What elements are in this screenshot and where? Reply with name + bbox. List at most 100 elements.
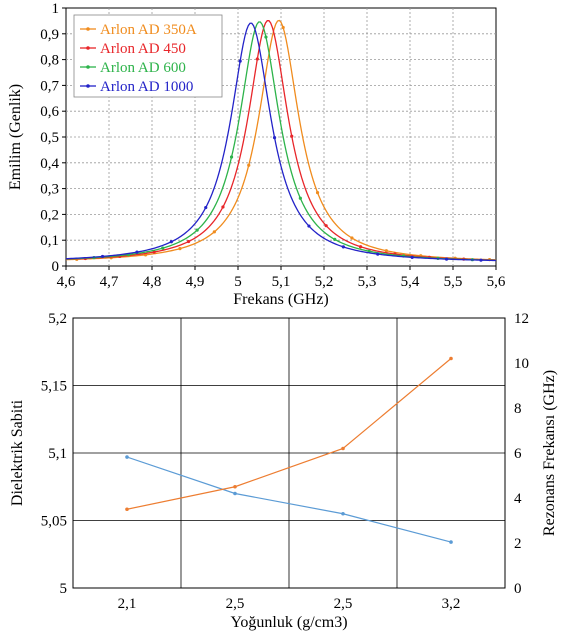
x-tick-label: 3,2 (442, 596, 461, 612)
series-point-4 (479, 258, 483, 262)
chart2-y-ticks: 5 5,05 5,1 5,15 5,2 (41, 311, 67, 597)
y-tick-label: 0,2 (40, 207, 59, 223)
series-point-2 (186, 239, 191, 244)
series-point-4 (100, 254, 105, 259)
chart2-x-ticks: 2,1 2,5 2,5 3,2 (118, 596, 461, 612)
series-point-4 (376, 252, 380, 256)
chart1-x-ticks: 4,6 4,7 4,8 4,9 5 5,1 5,2 5,3 5,4 5,5 5,6 (57, 266, 506, 290)
series-point-1 (449, 540, 453, 544)
series-point-1 (341, 511, 345, 516)
series-point-4 (272, 136, 277, 140)
x-tick-label: 2,1 (118, 596, 137, 612)
chart2-y-axis-label: Dielektrik Sabiti (9, 399, 26, 506)
y-tick-label: 5,1 (48, 446, 67, 462)
legend-label: Arlon AD 1000 (100, 79, 193, 95)
y-tick-label: 5,2 (48, 311, 67, 327)
series-line-1 (65, 19, 497, 261)
chart2-y2-ticks: 0 2 4 6 8 10 12 (514, 311, 529, 597)
chart1-series (65, 19, 497, 262)
y2-tick-label: 4 (514, 491, 522, 507)
x-tick-label: 4,7 (100, 274, 119, 290)
y-tick-label: 0,5 (40, 130, 59, 146)
series-point-3 (367, 249, 371, 253)
x-tick-label: 5,1 (272, 274, 291, 290)
series-point-4 (204, 205, 208, 210)
series-point-1 (233, 491, 237, 496)
series-point-2 (125, 507, 129, 512)
y-tick-label: 0,1 (40, 233, 59, 249)
chart2-series (125, 356, 453, 544)
y2-tick-label: 6 (514, 446, 522, 462)
legend-marker (86, 84, 90, 88)
series-point-2 (358, 245, 363, 249)
x-tick-label: 5,2 (315, 274, 334, 290)
series-point-2 (255, 57, 259, 61)
series-line-2 (126, 358, 452, 510)
series-point-1 (247, 163, 251, 167)
legend-marker (86, 27, 90, 31)
y2-tick-label: 2 (514, 536, 522, 552)
chart2-y2-axis-label: Rezonans Frekansı (GHz) (541, 370, 558, 536)
series-point-2 (290, 134, 294, 138)
series-point-1 (350, 236, 354, 240)
y-tick-label: 5 (60, 581, 68, 597)
y-tick-label: 0,4 (40, 156, 59, 172)
series-point-4 (135, 250, 139, 254)
legend-marker (86, 46, 90, 50)
legend-label: Arlon AD 450 (100, 41, 186, 57)
y-tick-label: 0,6 (40, 104, 59, 120)
y-tick-label: 0,7 (40, 78, 59, 94)
series-point-1 (125, 455, 129, 459)
legend-marker (86, 65, 90, 69)
density-chart: 2,1 2,5 2,5 3,2 5 5,05 5,1 5,15 5,2 0 2 4 6 8 10 12 Y… (9, 311, 558, 631)
legend-label: Arlon AD 350A (100, 22, 197, 38)
series-point-4 (341, 245, 345, 249)
series-point-4 (307, 224, 311, 228)
series-point-4 (444, 257, 449, 261)
x-tick-label: 5,3 (358, 274, 377, 290)
x-tick-label: 2,5 (226, 596, 245, 612)
series-point-2 (152, 250, 156, 254)
series-point-2 (449, 356, 453, 361)
series-point-2 (233, 484, 237, 489)
chart1-y-ticks: 0 0,1 0,2 0,3 0,4 0,5 0,6 0,7 0,8 0,9 1 (40, 1, 66, 275)
legend-box (73, 14, 223, 98)
x-tick-label: 5,6 (487, 274, 506, 290)
absorption-chart: 4,6 4,7 4,8 4,9 5 5,1 5,2 5,3 5,4 5,5 5,6 00,10,20… (7, 1, 506, 308)
chart1-x-axis-label: Frekans (GHz) (233, 291, 329, 308)
y2-tick-label: 10 (514, 356, 529, 372)
series-point-2 (221, 205, 225, 209)
y-tick-label: 0,9 (40, 27, 59, 43)
series-point-2 (341, 446, 345, 451)
y-tick-label: 1 (52, 1, 60, 17)
x-tick-label: 5,4 (401, 274, 420, 290)
series-point-1 (384, 249, 388, 253)
series-line-1 (126, 456, 452, 543)
y-tick-label: 0,8 (40, 53, 59, 69)
series-point-1 (281, 25, 285, 30)
chart2-grid (73, 318, 505, 588)
series-point-3 (195, 228, 199, 232)
y-tick-label: 5,15 (41, 379, 67, 395)
chart1-grid (66, 8, 496, 266)
series-point-1 (212, 230, 216, 234)
series-point-1 (178, 247, 182, 251)
x-tick-label: 4,6 (57, 274, 76, 290)
series-point-3 (264, 35, 268, 39)
y-tick-label: 0,3 (40, 182, 59, 198)
series-point-4 (238, 59, 242, 63)
chart1-legend: Arlon AD 350A Arlon AD 450 Arlon AD 600 Arl… (73, 14, 223, 98)
legend-label: Arlon AD 600 (100, 60, 186, 76)
series-point-1 (315, 191, 320, 195)
series-point-3 (161, 246, 165, 250)
legend-items: Arlon AD 350A Arlon AD 450 Arlon AD 600 Arl… (80, 22, 197, 95)
y-tick-label: 0 (52, 259, 60, 275)
y2-tick-label: 12 (514, 311, 529, 327)
x-tick-label: 5 (234, 274, 242, 290)
chart1-y-axis-label: Emilim (Genlik) (7, 84, 24, 190)
series-point-4 (410, 255, 414, 259)
x-tick-label: 5,5 (444, 274, 463, 290)
y2-tick-label: 8 (514, 401, 522, 417)
series-point-3 (229, 155, 234, 159)
